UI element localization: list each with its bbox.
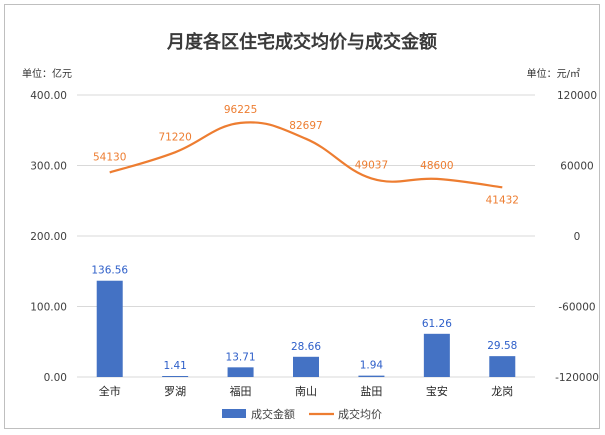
bar-data-labels: 136.56 1.41 13.71 28.66 1.94 61.26 29.58 [91,265,517,372]
legend: 成交金额 成交均价 [222,407,382,421]
right-axis-ticks: -120000 -60000 0 60000 120000 [555,90,599,384]
bar [423,333,450,377]
line-data-label: 54130 [93,151,126,163]
legend-bar-label: 成交金额 [251,407,295,421]
line-data-label: 82697 [289,120,322,132]
bar [489,356,516,377]
line-data-labels: 54130 71220 96225 82697 49037 48600 41432 [93,104,519,206]
legend-bar-swatch [222,409,246,418]
line-data-label: 48600 [420,160,453,172]
line-data-label: 49037 [355,159,388,171]
bar-data-label: 29.58 [487,340,517,352]
right-tick-label: 60000 [560,161,593,173]
line-series [109,121,503,189]
category-label: 罗湖 [164,385,186,398]
right-tick-label: -60000 [558,302,595,314]
bar-data-label: 1.41 [163,360,186,372]
bar-data-label: 13.71 [226,351,256,363]
gridlines [77,94,535,378]
category-label: 宝安 [426,384,448,398]
left-tick-label: 200.00 [30,231,67,243]
line-data-label: 96225 [224,104,257,116]
bar-series [96,280,516,377]
bar [162,376,189,377]
left-unit-label: 单位：亿元 [22,67,72,80]
category-label: 南山 [295,385,317,398]
bar-data-label: 61.26 [422,318,452,330]
bar-data-label: 136.56 [91,265,128,277]
right-unit-label: 单位：元/㎡ [527,67,580,80]
bar [96,280,123,377]
right-tick-label: -120000 [555,372,599,384]
legend-line-label: 成交均价 [338,407,382,421]
left-tick-label: 300.00 [30,161,67,173]
left-tick-label: 400.00 [30,90,67,102]
category-label: 福田 [230,384,252,398]
bar [358,375,385,377]
line-path [109,121,503,189]
right-tick-label: 120000 [557,90,597,102]
category-labels: 全市 罗湖 福田 南山 盐田 宝安 龙岗 [99,384,514,398]
left-tick-label: 100.00 [30,302,67,314]
bar-data-label: 28.66 [291,341,321,353]
category-label: 龙岗 [491,385,513,398]
category-label: 盐田 [360,385,382,398]
bar [227,367,254,377]
right-tick-label: 0 [574,231,581,243]
chart-title: 月度各区住宅成交均价与成交金额 [166,31,437,53]
category-label: 全市 [99,384,121,398]
bar [293,356,319,377]
line-data-label: 41432 [486,194,519,206]
left-axis-ticks: 0.00 100.00 200.00 300.00 400.00 [30,90,67,384]
bar-data-label: 1.94 [360,360,384,372]
line-data-label: 71220 [158,131,191,143]
left-tick-label: 0.00 [44,372,67,384]
